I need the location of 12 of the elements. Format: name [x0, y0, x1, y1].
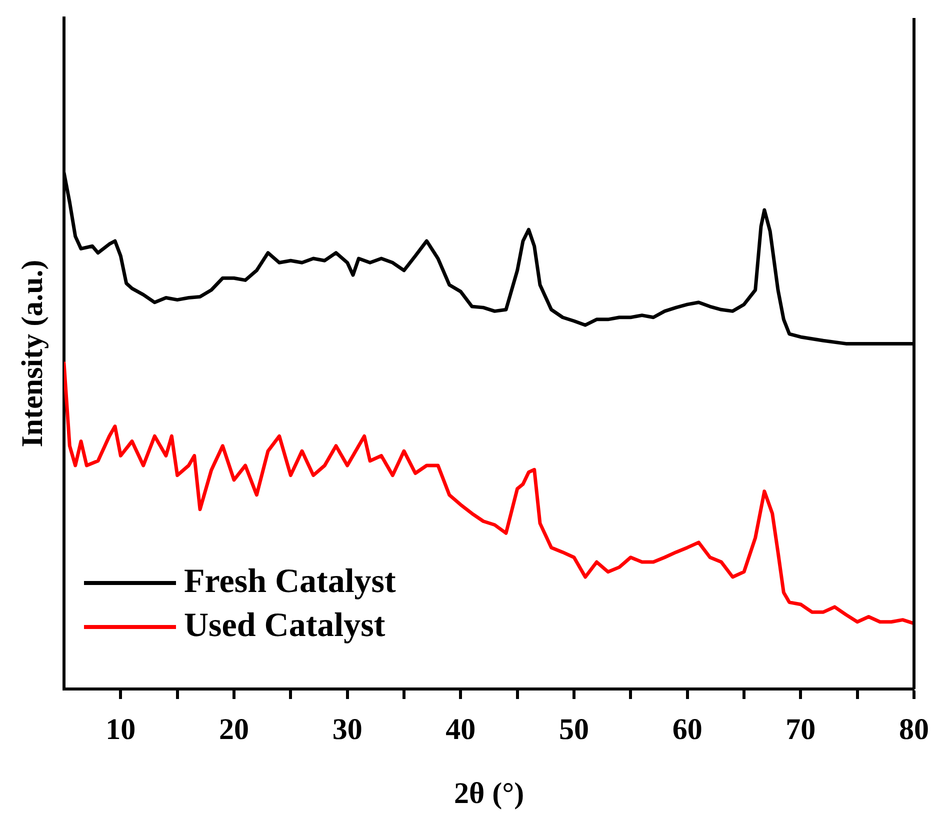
x-tick-label: 10 — [106, 712, 136, 746]
x-tick-label: 70 — [786, 712, 816, 746]
x-tick-label: 50 — [559, 712, 589, 746]
y-axis-title: Intensity (a.u.) — [16, 260, 49, 448]
x-tick-label: 20 — [219, 712, 249, 746]
x-axis-title: 2θ (°) — [454, 776, 524, 810]
x-tick-label: 40 — [446, 712, 476, 746]
x-tick-label: 80 — [899, 712, 929, 746]
x-tick-label: 30 — [332, 712, 362, 746]
x-tick-label: 60 — [672, 712, 702, 746]
legend-label: Used Catalyst — [184, 606, 386, 644]
legend-label: Fresh Catalyst — [184, 562, 397, 600]
